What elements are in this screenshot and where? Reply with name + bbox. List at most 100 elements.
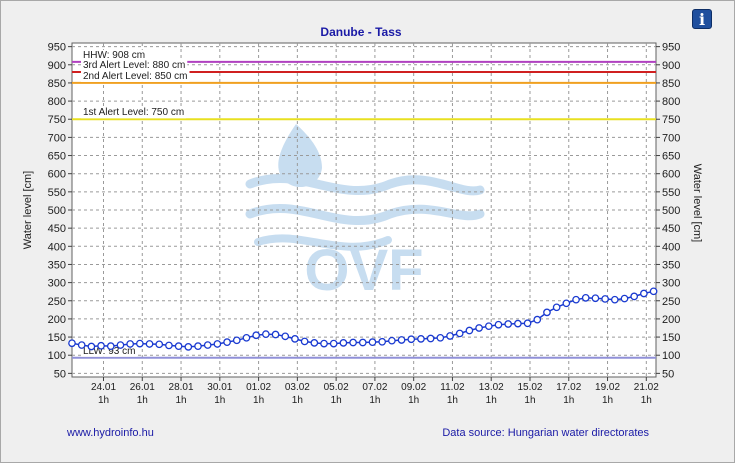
data-point — [543, 308, 551, 317]
reference-line-label: LLW: 93 cm — [83, 346, 135, 357]
data-point — [223, 338, 231, 346]
y-tick-label-left: 400 — [48, 241, 66, 253]
y-tick-label-left: 750 — [48, 114, 66, 126]
data-point — [640, 289, 648, 298]
data-point — [484, 322, 493, 331]
x-tick-time: 1h — [253, 395, 264, 406]
data-point — [194, 342, 202, 350]
y-tick-label-right: 200 — [662, 314, 680, 326]
data-point — [87, 342, 96, 351]
data-point — [116, 341, 125, 349]
y-tick-label-right: 350 — [662, 259, 680, 271]
x-tick-date: 15.02 — [517, 382, 542, 393]
data-point — [213, 340, 222, 348]
x-tick-date: 26.01 — [130, 382, 155, 393]
x-axis: 24.01 1h 26.01 1h 28.01 1h 30.01 1h 01.02 1h 03.02… — [91, 377, 659, 406]
x-tick-date: 24.01 — [91, 382, 116, 393]
x-tick-time: 1h — [602, 395, 613, 406]
x-tick-time: 1h — [175, 395, 186, 406]
data-point — [203, 341, 212, 349]
data-point — [455, 329, 464, 338]
y-tick-label-right: 600 — [662, 169, 680, 181]
x-tick-date: 30.01 — [207, 382, 232, 393]
x-tick-time: 1h — [292, 395, 303, 406]
y-tick-label-left: 300 — [48, 278, 66, 290]
y-tick-label-right: 950 — [662, 42, 680, 54]
y-tick-label-right: 750 — [662, 114, 680, 126]
data-point — [465, 326, 474, 335]
x-tick-date: 07.02 — [362, 382, 387, 393]
x-tick-time: 1h — [524, 395, 535, 406]
data-point — [436, 333, 445, 342]
x-tick-time: 1h — [563, 395, 574, 406]
y-tick-label-left: 100 — [48, 350, 66, 362]
data-point — [562, 299, 571, 308]
data-point — [504, 320, 513, 328]
reference-label-background — [81, 70, 190, 82]
data-point — [349, 338, 357, 347]
x-tick-time: 1h — [447, 395, 458, 406]
data-point — [601, 295, 609, 303]
reference-label-background — [81, 107, 187, 119]
reference-label-background — [81, 49, 148, 61]
data-point — [310, 339, 319, 347]
y-tick-label-right: 900 — [662, 60, 680, 72]
x-tick-date: 28.01 — [169, 382, 194, 393]
data-point — [514, 319, 522, 328]
watermark-text: OVF — [304, 238, 423, 303]
series-layer — [68, 287, 658, 351]
x-tick-date: 17.02 — [556, 382, 581, 393]
y-tick-label-right: 850 — [662, 78, 680, 90]
y-tick-label-left: 500 — [48, 205, 66, 217]
y-tick-label-left: 200 — [48, 314, 66, 326]
info-button[interactable]: i — [692, 9, 712, 29]
ovf-logo: OVF — [245, 124, 485, 303]
x-tick-time: 1h — [137, 395, 148, 406]
data-point — [68, 339, 76, 348]
data-point — [446, 332, 454, 340]
data-point — [271, 330, 280, 339]
data-point — [339, 339, 348, 347]
data-point — [252, 331, 261, 340]
data-point — [649, 287, 658, 296]
data-point — [630, 292, 639, 301]
x-tick-time: 1h — [641, 395, 652, 406]
x-tick-date: 11.02 — [440, 382, 465, 393]
reference-line-label: 2nd Alert Level: 850 cm — [83, 71, 188, 82]
data-point — [300, 337, 309, 346]
data-point — [242, 333, 251, 342]
data-point — [368, 338, 377, 346]
y-tick-label-right: 450 — [662, 223, 680, 235]
y-axis-left: 50 100 150 200 250 300 350 400 450 500 550 600 650 70… — [48, 42, 72, 380]
x-tick-time: 1h — [486, 395, 497, 406]
x-tick-time: 1h — [331, 395, 342, 406]
y-tick-label-right: 400 — [662, 241, 680, 253]
data-point — [591, 294, 600, 303]
hydroinfo-link[interactable]: www.hydroinfo.hu — [67, 427, 154, 439]
y-tick-label-right: 650 — [662, 151, 680, 163]
y-tick-label-right: 500 — [662, 205, 680, 217]
data-point — [136, 339, 144, 348]
y-tick-label-left: 350 — [48, 259, 66, 271]
y-tick-label-right: 550 — [662, 187, 680, 199]
data-point — [155, 340, 164, 349]
y-tick-label-left: 650 — [48, 151, 66, 163]
data-source-text: Data source: Hungarian water directorate… — [442, 427, 649, 439]
data-point — [378, 337, 387, 346]
data-point — [184, 343, 193, 351]
y-tick-label-left: 950 — [48, 42, 66, 54]
y-tick-label-left: 550 — [48, 187, 66, 199]
y-axis-label-left: Water level [cm] — [22, 171, 34, 249]
y-tick-label-left: 50 — [54, 368, 66, 380]
y-tick-label-left: 150 — [48, 332, 66, 344]
data-point — [281, 332, 290, 341]
y-tick-label-right: 300 — [662, 278, 680, 290]
data-point — [358, 338, 367, 347]
x-tick-date: 05.02 — [324, 382, 349, 393]
data-point — [426, 334, 435, 343]
y-tick-label-right: 250 — [662, 296, 680, 308]
data-point — [610, 295, 619, 304]
reference-line-label: 1st Alert Level: 750 cm — [83, 107, 184, 118]
data-point — [329, 339, 338, 348]
